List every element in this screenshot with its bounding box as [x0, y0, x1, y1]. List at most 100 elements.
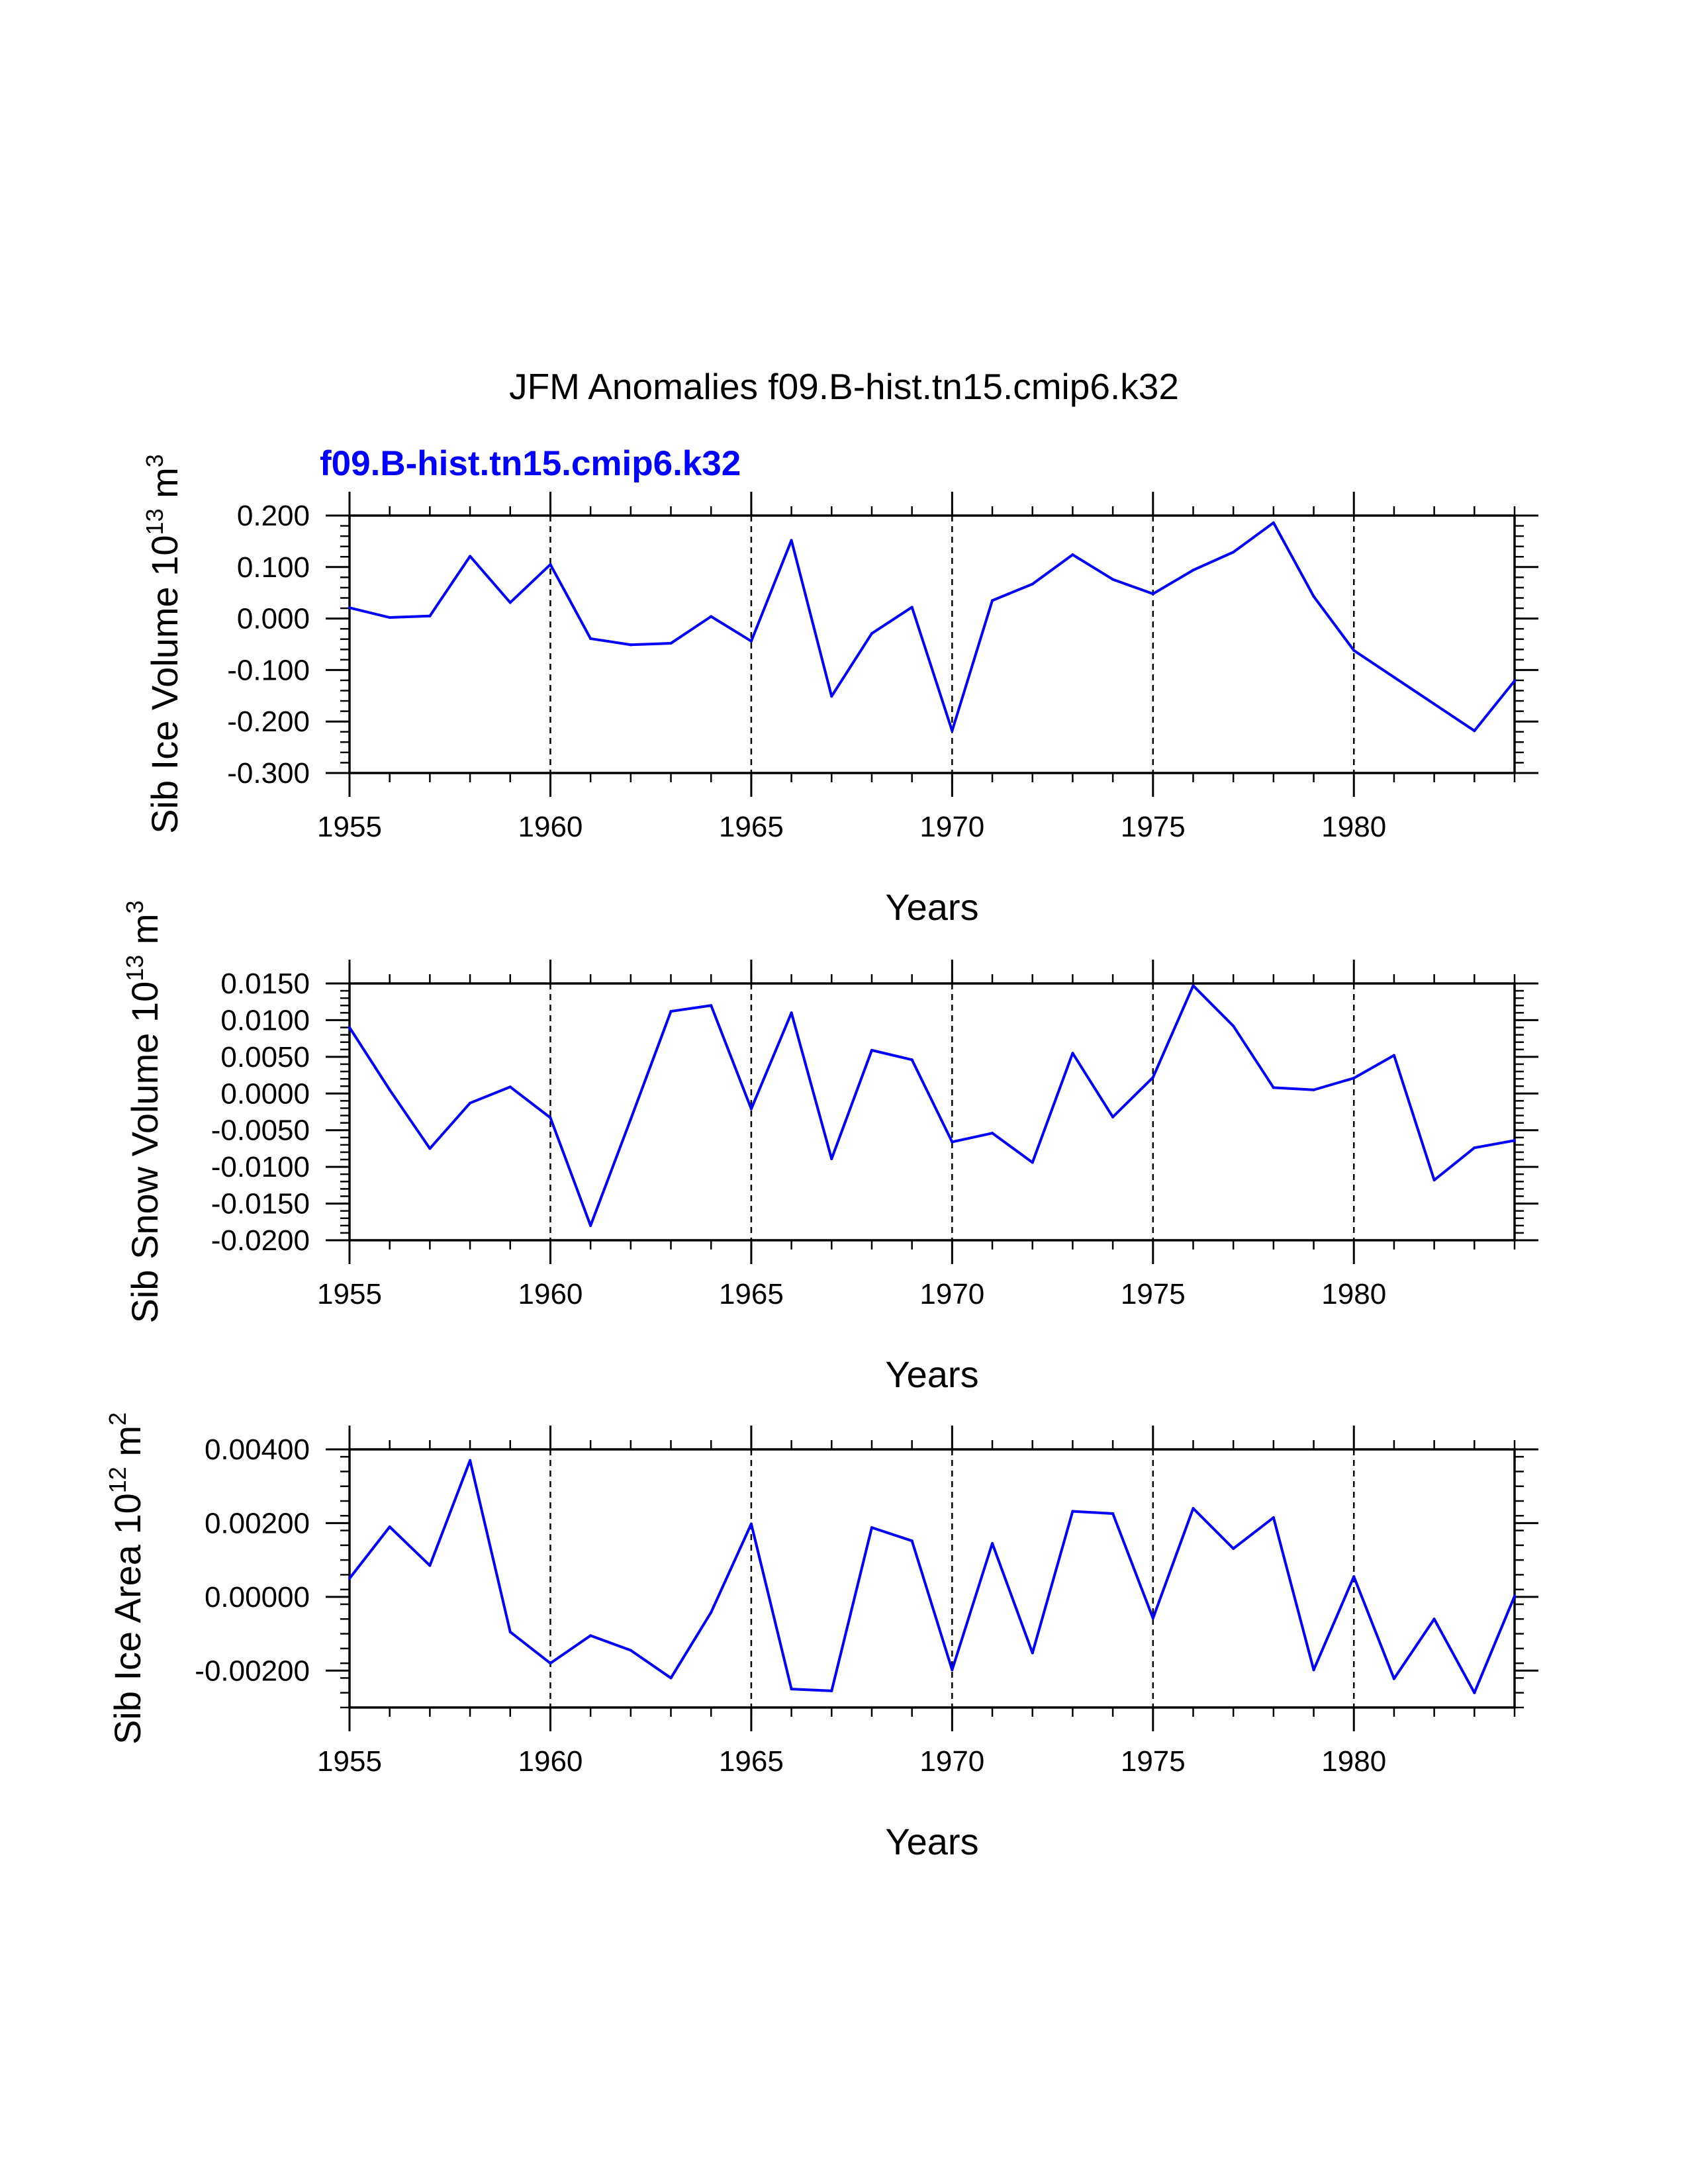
y-axis-label: Sib Snow Volume 1013 m3 [121, 900, 165, 1323]
series-segment [549, 563, 592, 640]
series-segment [1473, 679, 1516, 733]
series-segment [749, 1011, 793, 1111]
data-point [1513, 1594, 1516, 1598]
data-point [710, 1004, 713, 1007]
series-segment [1312, 1077, 1356, 1091]
series-segment [669, 1611, 713, 1680]
data-point [388, 1525, 391, 1528]
y-tick-label: 0.0150 [220, 968, 310, 1000]
data-point [508, 1630, 512, 1633]
series-segment [1232, 1024, 1275, 1089]
series-segment [469, 555, 512, 604]
data-point [749, 639, 753, 643]
y-tick-label: 0.200 [237, 500, 310, 532]
series-segment [388, 614, 432, 619]
series-1 [348, 1459, 1516, 1694]
x-tick-label: 1970 [919, 1278, 984, 1310]
data-point [1432, 1617, 1436, 1621]
data-point [629, 1649, 632, 1652]
data-point [669, 1010, 673, 1013]
series-segment [1071, 1510, 1115, 1515]
y-tick-label: -0.0100 [211, 1151, 310, 1183]
series-segment [1272, 1086, 1315, 1091]
series-segment [1232, 521, 1275, 554]
data-point [1392, 1677, 1395, 1680]
series-segment [749, 539, 793, 643]
data-point [469, 1101, 472, 1105]
series-segment [951, 1542, 994, 1672]
data-point [830, 1689, 833, 1692]
y-axis-label-exponent: 12 [104, 1467, 131, 1493]
series-segment [1192, 551, 1235, 572]
panels: 1955 1960 1965 1970 1975 1980 0.200 0.100 0.000 -… [104, 454, 1538, 1862]
data-point [910, 606, 914, 609]
data-point [830, 1157, 833, 1160]
x-tick-label: 1965 [719, 1278, 784, 1310]
series-segment [1352, 1575, 1395, 1680]
data-point [1272, 1516, 1275, 1520]
y-axis-label-unit: m [107, 1426, 148, 1467]
data-point [1232, 1547, 1235, 1550]
data-point [749, 1522, 753, 1525]
data-point [790, 539, 793, 542]
data-point [951, 1668, 954, 1672]
series-segment [1192, 1507, 1235, 1550]
series-segment [1432, 1617, 1476, 1694]
series-segment [1071, 553, 1115, 581]
data-point [1392, 1054, 1395, 1057]
series-segment [1192, 984, 1235, 1028]
plot-frame [348, 1448, 1516, 1709]
y-tick-label: -0.300 [227, 757, 310, 790]
x-tick-label: 1980 [1321, 1745, 1386, 1778]
data-point [1071, 1052, 1074, 1055]
data-point [589, 1634, 592, 1637]
data-point [1473, 1146, 1476, 1150]
chart-panel-2: 1955 1960 1965 1970 1975 1980 0.0150 0.0100 0.00… [121, 900, 1538, 1395]
y-tick-label: -0.100 [227, 654, 310, 686]
data-point [388, 1088, 391, 1091]
data-point [710, 1611, 713, 1614]
series-segment [629, 1649, 673, 1680]
data-point [830, 695, 833, 698]
x-tick-label: 1960 [518, 811, 583, 843]
data-point [348, 1577, 351, 1580]
data-point [1432, 1179, 1436, 1182]
data-point [428, 1564, 432, 1567]
data-point [870, 1048, 873, 1052]
data-point [870, 632, 873, 635]
series-segment [669, 615, 713, 645]
y-axis-label: Sib Ice Volume 1013 m3 [141, 454, 185, 834]
data-point [951, 1140, 954, 1144]
series-segment [1473, 1594, 1516, 1694]
series-segment [991, 1542, 1034, 1655]
data-point [1232, 1024, 1235, 1028]
series-segment [910, 1539, 954, 1672]
data-point [790, 1011, 793, 1015]
plot-frame [348, 514, 1516, 774]
data-point [1151, 592, 1154, 596]
series-segment [710, 1522, 753, 1614]
series-segment [669, 1004, 713, 1013]
series-segment [428, 1459, 472, 1567]
series-segment [830, 1048, 873, 1160]
series-segment [1111, 578, 1154, 596]
x-tick-label: 1955 [317, 1745, 382, 1778]
data-point [1272, 1086, 1275, 1089]
y-tick-label: -0.0200 [211, 1224, 310, 1257]
x-tick-label: 1975 [1121, 811, 1186, 843]
series-segment [1151, 1507, 1195, 1620]
y-axis-label-unit: m [144, 467, 185, 508]
series-segment [870, 606, 914, 635]
legend-label: f09.B-hist.tn15.cmip6.k32 [320, 444, 741, 483]
data-point [589, 637, 592, 640]
series-segment [589, 637, 632, 647]
data-point [1432, 702, 1436, 705]
data-point [910, 1058, 914, 1062]
data-point [951, 729, 954, 733]
series-segment [1071, 1052, 1115, 1118]
series-segment [1031, 553, 1074, 586]
data-point [629, 643, 632, 647]
series-segment [629, 1010, 673, 1121]
series-segment [428, 1101, 472, 1150]
series-1 [348, 984, 1516, 1227]
